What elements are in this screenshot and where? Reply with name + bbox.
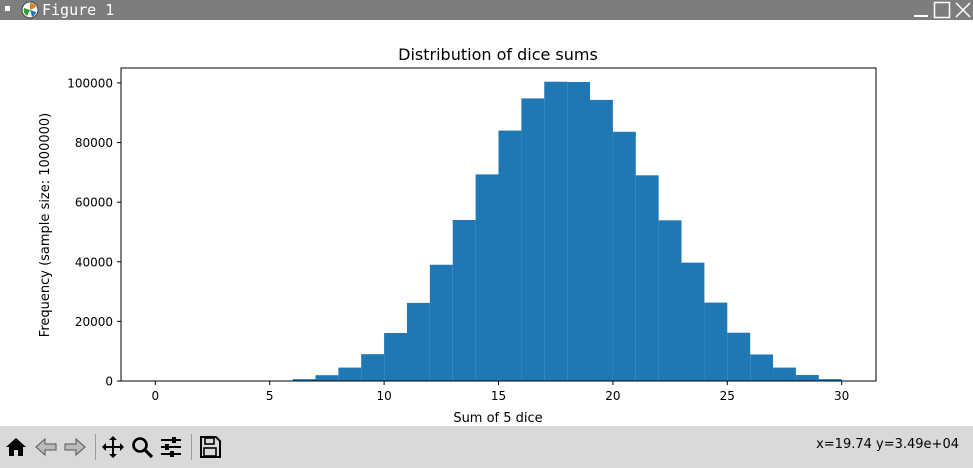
histogram-bar: [727, 332, 751, 381]
x-axis-label: Sum of 5 dice: [453, 411, 542, 426]
window-menu-icon[interactable]: [5, 6, 10, 11]
histogram-bar: [338, 367, 362, 381]
chart-canvas[interactable]: 0 5 10 15 20 25 30 0 20000 40000 60000 80000 100000…: [0, 20, 973, 426]
minimize-icon[interactable]: [912, 1, 930, 19]
forward-icon[interactable]: [63, 435, 87, 459]
histogram-bar: [406, 302, 430, 381]
histogram-bar: [567, 82, 591, 381]
x-tick-label: 30: [834, 389, 849, 403]
y-tick-label: 40000: [75, 255, 113, 269]
maximize-icon[interactable]: [933, 1, 951, 19]
y-tick-label: 0: [105, 375, 113, 389]
histogram-bar: [773, 367, 796, 381]
bars-group: [269, 81, 865, 382]
histogram-bar: [795, 375, 819, 381]
chart-title: Distribution of dice sums: [398, 45, 598, 64]
histogram-bar: [292, 379, 316, 381]
histogram-bar: [818, 379, 842, 381]
histogram-bar: [681, 262, 705, 381]
histogram-bar: [498, 130, 522, 381]
histogram-bar: [635, 175, 659, 381]
histogram-bar: [750, 354, 774, 381]
save-icon[interactable]: [198, 435, 222, 459]
matplotlib-logo-icon: [21, 1, 39, 19]
navigation-toolbar: x=19.74 y=3.49e+04: [0, 426, 973, 468]
x-tick-label: 20: [605, 389, 620, 403]
histogram-bar: [361, 354, 385, 381]
x-tick-label: 0: [151, 389, 159, 403]
cursor-coordinates: x=19.74 y=3.49e+04: [816, 437, 959, 452]
x-ticks: 0 5 10 15 20 25 30: [151, 381, 849, 403]
histogram-bar: [704, 302, 728, 381]
histogram-bar: [475, 174, 499, 381]
y-tick-label: 20000: [75, 315, 113, 329]
pan-icon[interactable]: [101, 435, 125, 459]
x-tick-label: 5: [266, 389, 274, 403]
toolbar-separator: [95, 434, 96, 460]
configure-subplots-icon[interactable]: [159, 435, 183, 459]
histogram-bar: [544, 81, 568, 382]
y-tick-label: 60000: [75, 196, 113, 210]
histogram-bar: [384, 333, 407, 381]
y-axis-label: Frequency (sample size: 1000000): [38, 113, 53, 337]
histogram-bar: [658, 220, 682, 381]
x-tick-label: 10: [376, 389, 391, 403]
y-tick-label: 100000: [67, 76, 113, 90]
home-icon[interactable]: [4, 435, 28, 459]
histogram-bar: [590, 99, 613, 382]
histogram-bar: [612, 131, 636, 381]
histogram-bar: [315, 375, 339, 381]
close-icon[interactable]: [954, 1, 972, 19]
zoom-icon[interactable]: [130, 435, 154, 459]
histogram-bar: [452, 220, 476, 381]
window-titlebar: Figure 1: [0, 0, 973, 20]
y-tick-label: 80000: [75, 136, 113, 150]
x-tick-label: 25: [720, 389, 735, 403]
x-tick-label: 15: [491, 389, 506, 403]
toolbar-separator: [191, 434, 192, 460]
back-icon[interactable]: [34, 435, 58, 459]
window-title: Figure 1: [42, 1, 115, 19]
y-ticks: 0 20000 40000 60000 80000 100000: [67, 76, 121, 389]
histogram-bar: [429, 264, 453, 381]
histogram-bar: [521, 98, 545, 381]
